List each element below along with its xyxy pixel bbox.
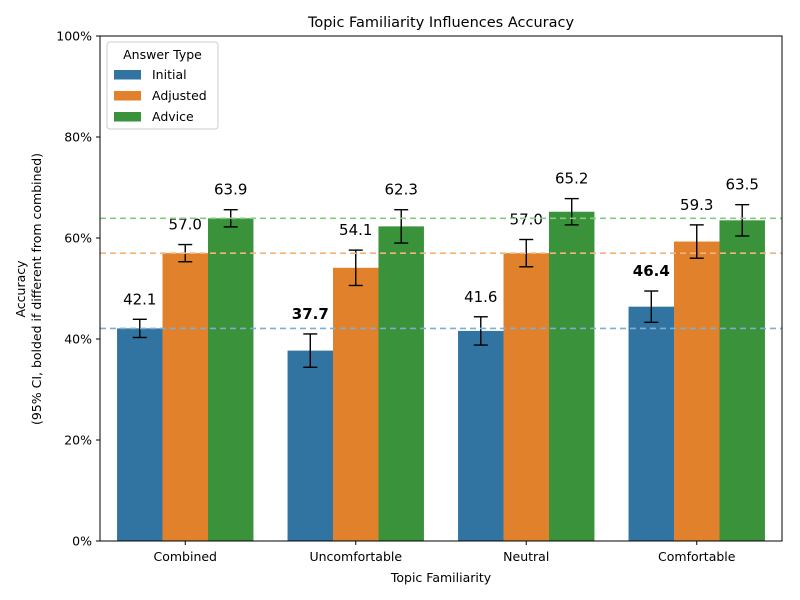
x-axis-label: Topic Familiarity [390,570,492,585]
data-label: 46.4 [633,262,670,280]
legend-label-adjusted: Adjusted [152,88,207,103]
bar-initial-2 [458,330,504,541]
data-label: 54.1 [339,221,372,239]
legend-label-advice: Advice [152,109,194,124]
data-label: 57.0 [169,216,202,234]
bar-adjusted-2 [503,253,549,541]
y-axis-label-line-2: (95% CI, bolded if different from combin… [29,153,44,425]
y-tick-label: 40% [64,332,92,347]
legend-swatch-advice [114,112,141,122]
x-tick-label: Uncomfortable [309,549,402,564]
data-label: 57.0 [510,211,543,229]
legend-label-initial: Initial [152,67,187,82]
legend-box [106,41,219,130]
data-label: 42.1 [123,290,156,308]
data-label: 41.6 [464,288,497,306]
bar-initial-0 [117,328,163,541]
y-axis-label: Accuracy (95% CI, bolded if different fr… [13,153,44,425]
plot-area: 42.1 37.7 41.6 46.4 57.0 54.1 57.0 59.3 63.9 62.3… [56,29,783,564]
chart-title: Topic Familiarity Influences Accuracy [307,15,575,31]
data-label: 63.9 [214,181,247,199]
legend: Answer Type Initial Adjusted Advice [106,41,219,130]
bar-adjusted-3 [674,241,720,541]
y-tick-label: 60% [64,231,92,246]
data-label: 65.2 [555,170,588,188]
legend-swatch-adjusted [114,91,141,101]
bar-advice-0 [207,218,254,541]
bar-adjusted-0 [162,253,208,541]
y-tick-label: 80% [64,130,92,145]
y-tick-label: 0% [72,534,92,549]
bar-adjusted-1 [333,267,379,541]
data-label: 63.5 [726,176,759,194]
axes-frame [99,35,783,542]
bar-advice-2 [548,211,595,542]
y-tick-label: 20% [64,433,92,448]
bar-advice-1 [378,226,424,541]
bar-initial-1 [287,350,334,541]
data-label: 59.3 [680,196,713,214]
x-tick-label: Neutral [503,549,549,564]
legend-title: Answer Type [123,47,202,62]
data-label: 62.3 [385,181,418,199]
x-tick-label: Comfortable [658,549,736,564]
bar-advice-3 [719,220,765,541]
y-axis-label-line-1: Accuracy [13,260,28,318]
x-tick-label: Combined [153,549,217,564]
data-label: 37.7 [292,305,329,323]
legend-swatch-initial [114,70,141,80]
bar-initial-3 [628,306,675,541]
y-tick-label: 100% [56,29,92,44]
